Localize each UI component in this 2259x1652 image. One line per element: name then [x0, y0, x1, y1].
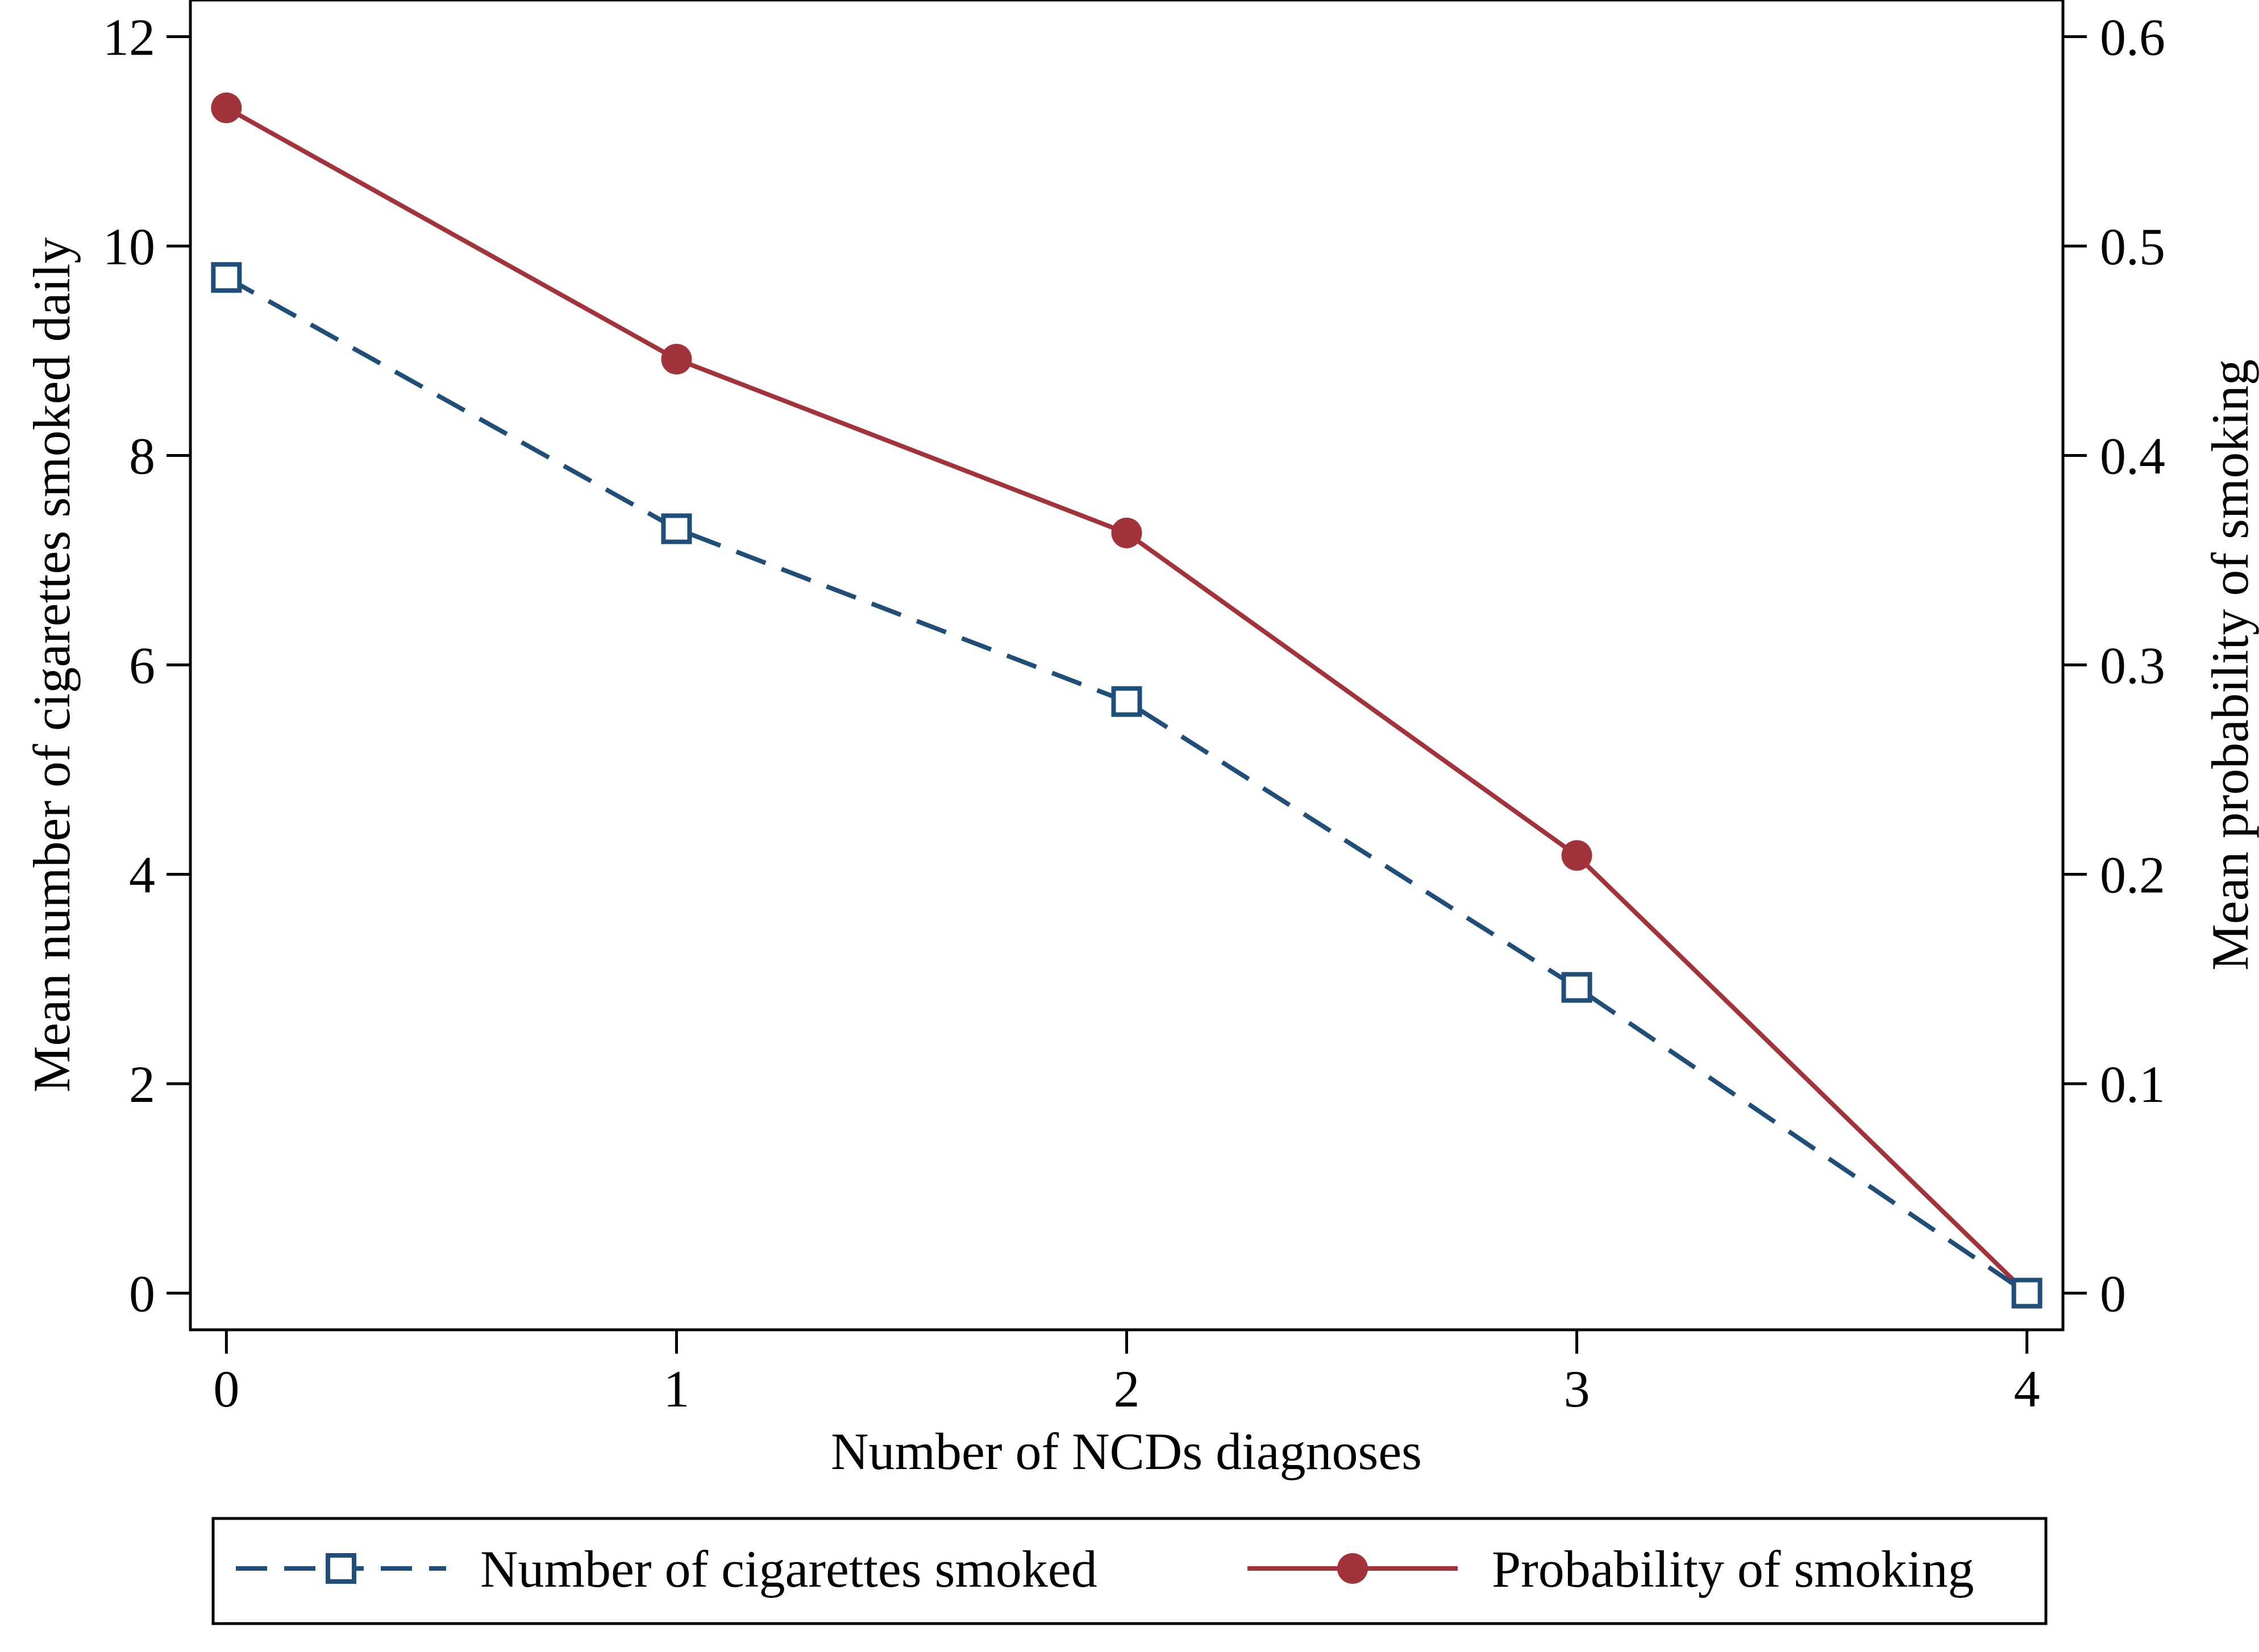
y-tick-label: 4 [129, 846, 155, 904]
y2-tick-label: 0 [2100, 1265, 2126, 1323]
data-point-probability-of-smoking [1561, 840, 1592, 871]
series-line-number-of-cigarettes-smoked [225, 275, 2028, 1295]
y2-tick-label: 0.1 [2100, 1055, 2165, 1113]
legend-swatch-cigarettes-marker [326, 1553, 356, 1584]
data-point-probability-of-smoking [1111, 517, 1142, 548]
y2-tick-label: 0.3 [2100, 636, 2165, 694]
y2-tick-label: 0.2 [2100, 846, 2165, 904]
legend-label-cigarettes: Number of cigarettes smoked [480, 1540, 1097, 1598]
legend-item-number-of-cigarettes-smoked: Number of cigarettes smoked [236, 1540, 1097, 1598]
x-tick-label: 2 [1114, 1360, 1140, 1418]
y-axis-label: Mean number of cigarettes smoked daily [23, 238, 81, 1093]
x-tick-label: 1 [663, 1360, 689, 1418]
y-tick-label: 6 [129, 636, 155, 694]
y2-tick-label: 0.5 [2100, 218, 2165, 276]
legend-label-probability: Probability of smoking [1492, 1540, 1974, 1598]
y2-tick-label: 0.4 [2100, 427, 2165, 485]
y-tick-label: 2 [129, 1055, 155, 1113]
data-point-number-of-cigarettes-smoked [211, 262, 242, 293]
legend-item-probability-of-smoking: Probability of smoking [1247, 1540, 1974, 1598]
series-layer [211, 92, 2042, 1309]
y-tick-label: 10 [103, 218, 155, 276]
data-point-number-of-cigarettes-smoked [661, 513, 692, 544]
legend-swatch-probability-marker [1337, 1553, 1368, 1584]
y-tick-label: 12 [103, 8, 155, 66]
x-tick-label: 4 [2014, 1360, 2040, 1418]
data-point-number-of-cigarettes-smoked [2011, 1278, 2042, 1309]
data-point-number-of-cigarettes-smoked [1111, 686, 1142, 717]
data-point-probability-of-smoking [661, 343, 692, 374]
x-tick-label: 3 [1564, 1360, 1590, 1418]
y-tick-label: 8 [129, 427, 155, 485]
legend-box [211, 1517, 2048, 1625]
x-tick-label: 0 [213, 1360, 239, 1418]
y-tick-label: 0 [129, 1265, 155, 1323]
legend: Number of cigarettes smoked Probability … [211, 1517, 2048, 1625]
x-axis-label: Number of NCDs diagnoses [831, 1422, 1422, 1480]
data-point-probability-of-smoking [211, 92, 242, 123]
y2-tick-label: 0.6 [2100, 8, 2165, 66]
data-point-number-of-cigarettes-smoked [1561, 972, 1592, 1003]
y2-axis-label: Mean probability of smoking [2201, 359, 2259, 971]
plot-area-frame [189, 0, 2065, 1331]
